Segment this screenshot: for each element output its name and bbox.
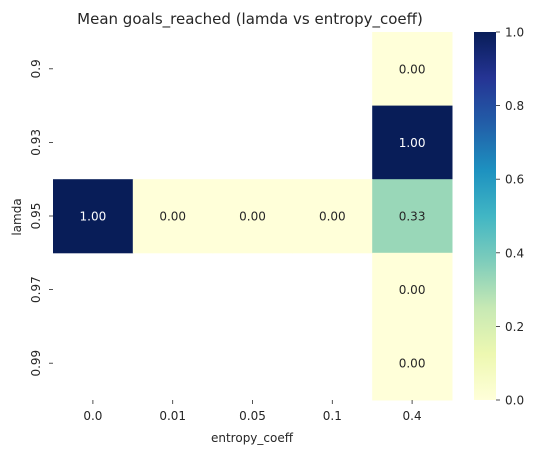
colorbar [474,32,496,400]
y-tick-label: 0.93 [29,129,43,156]
colorbar-tick-label: 1.0 [505,26,524,40]
y-tick-label: 0.99 [29,350,43,377]
cell-value-label: 0.33 [399,210,426,224]
cell-value-label: 0.00 [399,357,426,371]
x-axis-label: entropy_coeff [211,431,294,445]
cell-value-label: 1.00 [399,136,426,150]
cell-value-label: 0.00 [319,210,346,224]
colorbar-ticks: 0.0 0.2 0.4 0.6 0.8 1.0 [496,26,524,408]
x-axis: 0.0 0.01 0.05 0.1 0.4 [83,400,422,423]
y-axis: 0.9 0.93 0.95 0.97 0.99 [29,59,53,377]
cell-value-label: 0.00 [399,283,426,297]
colorbar-tick-label: 0.4 [505,246,524,260]
colorbar-tick-label: 0.8 [505,99,524,113]
y-axis-label: lamda [10,198,24,235]
y-tick-label: 0.9 [29,59,43,78]
x-tick-label: 0.0 [83,409,102,423]
x-tick-label: 0.1 [323,409,342,423]
cell-value-label: 1.00 [80,210,107,224]
x-tick-label: 0.05 [239,409,266,423]
colorbar-tick-label: 0.0 [505,394,524,408]
chart-title: Mean goals_reached (lamda vs entropy_coe… [77,10,423,29]
cell-value-label: 0.00 [239,210,266,224]
heatmap-cell [292,179,373,254]
cell-labels: 0.00 1.00 1.00 0.00 0.00 0.00 0.33 0.00 0.00 [80,62,426,370]
heatmap-cells [53,32,453,401]
cell-value-label: 0.00 [159,210,186,224]
heatmap-cell [372,252,453,327]
x-tick-label: 0.01 [159,409,186,423]
y-tick-label: 0.97 [29,276,43,303]
heatmap-cell [372,179,453,254]
heatmap-cell [372,326,453,401]
heatmap-cell [53,179,134,254]
heatmap-cell [132,179,214,254]
x-tick-label: 0.4 [403,409,422,423]
heatmap-cell [372,105,453,180]
y-tick-label: 0.95 [29,203,43,230]
colorbar-tick-label: 0.6 [505,173,524,187]
colorbar-tick-label: 0.2 [505,320,524,334]
heatmap-cell [212,179,293,254]
cell-value-label: 0.00 [399,62,426,76]
heatmap-cell [372,32,453,107]
